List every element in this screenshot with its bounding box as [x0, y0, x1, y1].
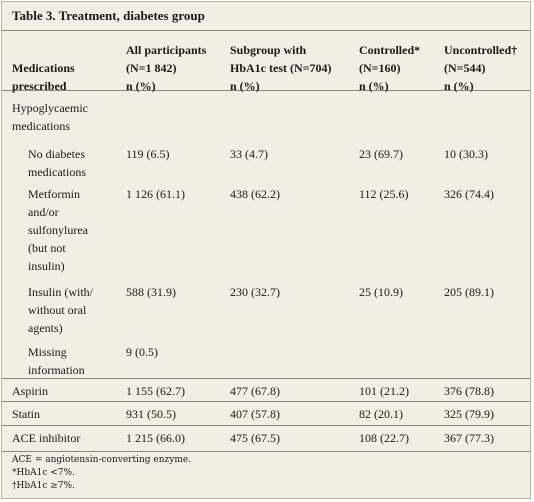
row-label: Statin [12, 405, 40, 423]
header-col2-line2: HbA1c test (N=704) [230, 61, 332, 75]
header-all-participants: All participants (N=1 842) n (%) [126, 41, 206, 95]
section-label-line2: medications [12, 119, 70, 133]
row-label-line: (but not [28, 241, 66, 255]
row-value: 205 (89.1) [444, 285, 494, 299]
footnote-line: ACE = angiotensin-converting enzyme. [12, 455, 192, 465]
header-col3-line2: (N=160) [359, 61, 401, 75]
header-medications-line2: prescribed [12, 79, 67, 93]
row-label-line: without oral [28, 303, 87, 317]
row-value: 25 (10.9) [359, 285, 403, 299]
header-col4-line3: n (%) [444, 79, 474, 93]
row-label-line: Missing [28, 345, 67, 359]
row-value: 931 (50.5) [126, 407, 176, 421]
row-divider [2, 401, 530, 402]
footnote-line: †HbA1c ≥7%. [12, 481, 75, 491]
row-label: Metformin and/or sulfonylurea (but not insul… [28, 185, 88, 275]
header-col2-line1: Subgroup with [230, 43, 307, 57]
row-value: 23 (69.7) [359, 147, 403, 161]
row-value: 1 126 (61.1) [126, 187, 185, 201]
row-value: 10 (30.3) [444, 147, 488, 161]
row-value: 407 (57.8) [230, 407, 280, 421]
row-label: Aspirin [12, 382, 48, 400]
table-header: Medications prescribed All participants … [2, 31, 530, 93]
row-label: Missing information [28, 343, 85, 379]
row-value: 112 (25.6) [359, 187, 409, 201]
row-label-line: sulfonylurea [28, 223, 88, 237]
row-value: 438 (62.2) [230, 187, 280, 201]
header-col4-line1: Uncontrolled† [444, 43, 518, 57]
header-col3-line1: Controlled* [359, 43, 421, 57]
row-value: 82 (20.1) [359, 407, 403, 421]
row-value: 119 (6.5) [126, 147, 170, 161]
row-label-line: medications [28, 165, 86, 179]
table-title: Table 3. Treatment, diabetes group [2, 2, 530, 31]
row-label-line: Statin [12, 407, 41, 421]
row-value: 325 (79.9) [444, 407, 494, 421]
header-controlled: Controlled* (N=160) n (%) [359, 41, 420, 95]
row-value: 1 155 (62.7) [126, 384, 185, 398]
row-label-line: information [28, 363, 85, 377]
row-divider [2, 378, 530, 379]
header-col1-line2: (N=1 842) [126, 61, 177, 75]
row-label: Insulin (with/without oral agents) [28, 283, 93, 337]
row-value: 1 215 (66.0) [126, 431, 185, 445]
row-value: 326 (74.4) [444, 187, 494, 201]
row-value: 9 (0.5) [126, 345, 158, 359]
section-label: Hypoglycaemic medications [12, 99, 88, 135]
header-medications: Medications prescribed [12, 59, 75, 95]
row-label-line: and/or [28, 205, 59, 219]
header-uncontrolled: Uncontrolled† (N=544) n (%) [444, 41, 517, 95]
row-value: 33 (4.7) [230, 147, 268, 161]
table-bottom-rule [2, 451, 530, 452]
header-col4-line2: (N=544) [444, 61, 486, 75]
row-divider [2, 425, 530, 426]
row-value: 588 (31.9) [126, 285, 176, 299]
row-value: 477 (67.8) [230, 384, 280, 398]
row-value: 230 (32.7) [230, 285, 280, 299]
row-value: 101 (21.2) [359, 384, 409, 398]
row-label-line: No diabetes [28, 147, 85, 161]
row-value: 376 (78.8) [444, 384, 494, 398]
header-subgroup: Subgroup with HbA1c test (N=704) n (%) [230, 41, 331, 95]
row-label-line: agents) [28, 321, 63, 335]
row-value: 475 (67.5) [230, 431, 280, 445]
row-value: 367 (77.3) [444, 431, 494, 445]
header-col1-line3: n (%) [126, 79, 156, 93]
row-label: No diabetes medications [28, 145, 86, 181]
header-medications-line1: Medications [12, 61, 75, 75]
row-label-line: Insulin (with/ [28, 285, 93, 299]
header-col2-line3: n (%) [230, 79, 260, 93]
header-col3-line3: n (%) [359, 79, 389, 93]
row-label-line: Aspirin [12, 384, 48, 398]
row-label: ACE inhibitor [12, 429, 80, 447]
row-value: 108 (22.7) [359, 431, 409, 445]
header-col1-line1: All participants [126, 43, 207, 57]
row-label-line: Metformin [28, 187, 80, 201]
footnote-line: *HbA1c <7%. [12, 468, 75, 478]
row-label-line: insulin) [28, 259, 65, 273]
section-label-line1: Hypoglycaemic [12, 101, 88, 115]
row-label-line: ACE inhibitor [12, 431, 81, 445]
